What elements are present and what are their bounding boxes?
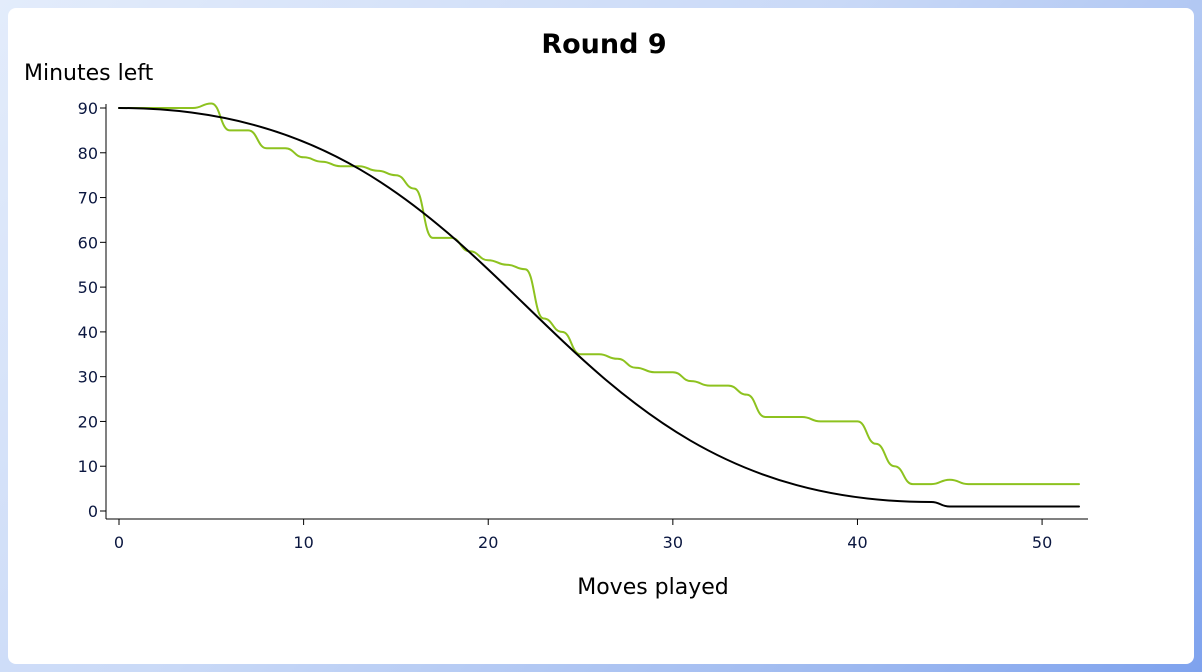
x-tick-label: 0 [114,533,124,552]
chart-card [8,8,1194,664]
x-tick-label: 40 [847,533,867,552]
y-tick-label: 20 [78,412,98,431]
x-tick-label: 20 [478,533,498,552]
y-tick-label: 60 [78,233,98,252]
x-tick-label: 30 [663,533,683,552]
y-axis-label: Minutes left [24,61,154,86]
x-tick-label: 50 [1032,533,1052,552]
y-tick-label: 10 [78,457,98,476]
x-tick-label: 10 [293,533,313,552]
y-tick-label: 50 [78,278,98,297]
y-tick-label: 40 [78,323,98,342]
x-axis-label: Moves played [577,575,729,600]
chart-title: Round 9 [541,29,666,60]
y-tick-label: 70 [78,189,98,208]
series-line-green [118,102,1080,486]
y-tick-label: 80 [78,144,98,163]
y-tick-label: 90 [78,99,98,118]
y-tick-label: 30 [78,368,98,387]
series-line-black [118,107,1080,508]
y-tick-label: 0 [88,502,98,521]
chart-axes: 0 10 20 30 40 50 60 70 80 90 0 10 20 30 40 50 [78,99,1088,552]
series-layer [118,102,1080,508]
